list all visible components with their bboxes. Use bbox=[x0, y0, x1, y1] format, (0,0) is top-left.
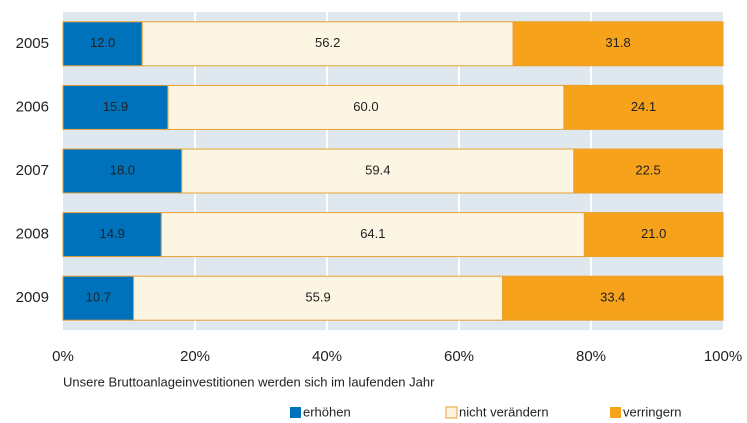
y-tick-label: 2009 bbox=[16, 289, 49, 306]
bar-segment bbox=[133, 275, 504, 321]
bar-segment bbox=[141, 21, 514, 67]
value-label: 10.7 bbox=[86, 290, 111, 305]
y-tick-label: 2006 bbox=[16, 98, 49, 115]
value-label: 55.9 bbox=[305, 290, 330, 305]
bar-segment bbox=[563, 84, 724, 130]
value-label: 24.1 bbox=[631, 99, 656, 114]
bar-segment bbox=[502, 275, 724, 321]
value-label: 33.4 bbox=[600, 290, 625, 305]
legend-label: nicht verändern bbox=[459, 404, 549, 419]
value-label: 22.5 bbox=[635, 162, 660, 177]
bar-segment bbox=[167, 84, 565, 130]
x-tick-label: 20% bbox=[180, 348, 210, 365]
value-label: 56.2 bbox=[315, 35, 340, 50]
x-tick-label: 60% bbox=[444, 348, 474, 365]
value-label: 15.9 bbox=[103, 99, 128, 114]
value-label: 21.0 bbox=[641, 226, 666, 241]
value-label: 60.0 bbox=[353, 99, 378, 114]
x-tick-label: 0% bbox=[52, 348, 74, 365]
bar-segment bbox=[160, 212, 585, 258]
legend-swatch bbox=[290, 407, 301, 418]
x-tick-label: 80% bbox=[576, 348, 606, 365]
bar-segment bbox=[512, 21, 724, 67]
value-label: 31.8 bbox=[605, 35, 630, 50]
legend-label: verringern bbox=[623, 404, 682, 419]
value-label: 14.9 bbox=[100, 226, 125, 241]
x-tick-label: 40% bbox=[312, 348, 342, 365]
y-tick-label: 2007 bbox=[16, 162, 49, 179]
bar-segment bbox=[62, 84, 169, 130]
legend-swatch bbox=[445, 406, 458, 419]
legend-label: erhöhen bbox=[303, 404, 351, 419]
y-tick-label: 2008 bbox=[16, 226, 49, 243]
annotation: Unsere Bruttoanlageinvestitionen werden … bbox=[63, 374, 435, 389]
value-label: 18.0 bbox=[110, 162, 135, 177]
bar-segment bbox=[62, 21, 143, 67]
value-label: 12.0 bbox=[90, 35, 115, 50]
x-tick-label: 100% bbox=[704, 348, 742, 365]
value-label: 59.4 bbox=[365, 162, 390, 177]
legend-swatch bbox=[610, 407, 621, 418]
y-tick-label: 2005 bbox=[16, 35, 49, 52]
value-label: 64.1 bbox=[360, 226, 385, 241]
bar-segment bbox=[62, 275, 135, 321]
bar-segment bbox=[573, 148, 723, 194]
bar-segment bbox=[583, 212, 724, 258]
